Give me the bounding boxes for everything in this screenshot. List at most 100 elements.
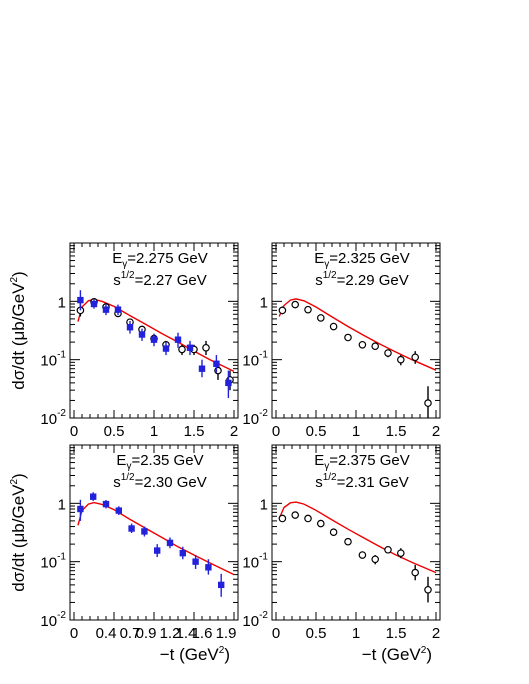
data-point-open-circle (291, 300, 300, 309)
x-axis-title: −t (GeV2) (362, 645, 432, 664)
x-axis-title-exp: 2 (219, 645, 225, 656)
data-point-filled-square (225, 379, 232, 387)
cm-exponent: 1/2 (323, 270, 337, 281)
data-point-filled-square (77, 296, 84, 304)
x-tick-label: 0 (272, 423, 280, 440)
x-tick-label: 1.5 (386, 423, 407, 440)
data-point-filled-square (126, 324, 134, 331)
x-tick-label: 0.4 (96, 625, 117, 642)
x-tick-label: 0.5 (306, 625, 327, 642)
y-tick-label-exp: -2 (259, 610, 268, 621)
x-tick-label: 1 (150, 423, 158, 440)
y-tick-label: 10-1 (242, 350, 268, 370)
data-point-open-circle (278, 306, 287, 315)
energy-value: =2.375 GeV (329, 452, 409, 469)
x-tick-label: 0 (70, 423, 78, 440)
cm-value: =2.29 GeV (337, 272, 409, 289)
data-point-filled-square (90, 493, 97, 500)
x-tick-label: 2 (432, 423, 440, 440)
energy-label: Eγ=2.325 GeV (314, 250, 410, 270)
x-axis-title-exp: 2 (421, 645, 427, 656)
data-point-open-circle (316, 314, 325, 322)
cm-value: =2.30 GeV (135, 474, 207, 491)
y-tick-label-exp: -2 (259, 408, 268, 419)
data-point-open-circle (278, 514, 287, 523)
data-point-filled-square (192, 558, 199, 565)
y-tick-label-base: 10 (40, 613, 57, 630)
data-point-open-circle (396, 355, 405, 364)
x-axis-title-text: −t (GeV (160, 645, 220, 664)
data-point-filled-square (115, 507, 122, 514)
data-point-open-circle (424, 585, 432, 594)
x-tick-label: 1.5 (184, 423, 205, 440)
data-point-open-circle (344, 333, 352, 342)
data-point-open-circle (202, 343, 210, 352)
data-point-open-circle (371, 555, 380, 564)
y-tick-label: 10-1 (242, 552, 268, 572)
data-point-open-circle (358, 340, 367, 349)
energy-subscript: γ (126, 461, 131, 472)
cm-value: =2.31 GeV (337, 474, 409, 491)
energy-value: =2.325 GeV (329, 250, 409, 267)
cm-symbol: s (113, 474, 121, 491)
x-tick-label: 0.9 (136, 625, 157, 642)
y-tick-label: 1 (58, 294, 66, 311)
y-axis-title-close: ) (9, 271, 28, 277)
model-curve (278, 298, 437, 371)
cm-exponent: 1/2 (323, 472, 337, 483)
cm-energy-label: s1/2=2.30 GeV (113, 472, 207, 491)
energy-symbol: E (314, 452, 324, 469)
x-axis-title: −t (GeV2) (160, 645, 230, 664)
y-tick-label: 1 (260, 294, 268, 311)
x-axis-title-text: −t (GeV (362, 645, 422, 664)
y-tick-label-base: 10 (40, 353, 57, 370)
x-tick-label: 1.4 (176, 625, 197, 642)
cm-exponent: 1/2 (121, 472, 135, 483)
cm-energy-label: s1/2=2.29 GeV (315, 270, 409, 289)
x-axis-title-close: ) (224, 645, 230, 664)
energy-subscript: γ (324, 259, 329, 270)
y-axis-title-text: dσ/dt (μb/GeV (9, 282, 28, 390)
y-tick-label: 1 (260, 496, 268, 513)
x-axis-title-close: ) (426, 645, 432, 664)
data-point-filled-square (102, 500, 110, 508)
y-tick-label-exp: -1 (57, 552, 66, 563)
y-axis-title: dσ/dt (μb/GeV2) (9, 271, 28, 389)
data-point-open-circle (384, 545, 392, 554)
x-tick-label: 1.5 (386, 625, 407, 642)
data-point-open-circle (178, 345, 186, 354)
cm-symbol: s (315, 272, 323, 289)
model-curve (77, 501, 235, 576)
data-point-open-circle (304, 514, 312, 523)
y-tick-label-exp: -1 (259, 552, 268, 563)
energy-label: Eγ=2.275 GeV (112, 250, 208, 270)
data-point-filled-square (77, 505, 84, 513)
x-tick-label: 1 (352, 625, 360, 642)
data-point-filled-square (102, 306, 110, 313)
y-tick-label-base: 10 (40, 411, 57, 428)
cm-symbol: s (315, 474, 323, 491)
cm-exponent: 1/2 (121, 270, 135, 281)
x-tick-label: 0 (70, 625, 78, 642)
y-tick-label: 10-1 (40, 350, 66, 370)
data-point-filled-square (179, 549, 186, 557)
data-point-filled-square (138, 331, 146, 338)
data-point-open-circle (424, 399, 432, 407)
y-tick-label: 10-2 (242, 408, 268, 428)
x-tick-label: 2 (230, 423, 238, 440)
cm-value: =2.27 GeV (135, 272, 207, 289)
y-axis-title-exp: 2 (9, 479, 20, 485)
cm-symbol: s (113, 272, 121, 289)
x-tick-label: 0.7 (120, 625, 141, 642)
data-point-filled-square (150, 336, 158, 343)
energy-value: =2.35 GeV (131, 452, 203, 469)
y-tick-label: 10-2 (40, 610, 66, 630)
y-tick-label-exp: -2 (57, 610, 66, 621)
data-point-filled-square (114, 306, 122, 313)
y-tick-label-base: 10 (242, 353, 259, 370)
data-point-open-circle (329, 528, 338, 536)
